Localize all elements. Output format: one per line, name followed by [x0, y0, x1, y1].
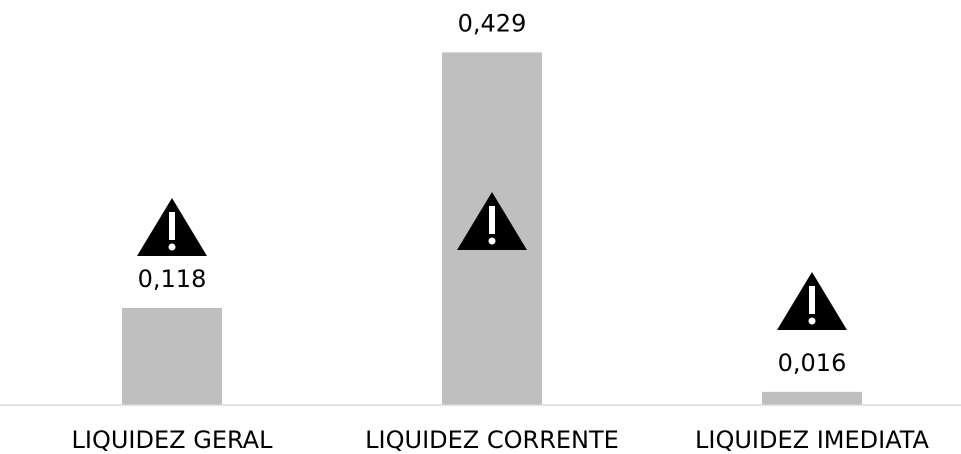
bar: [122, 308, 222, 405]
x-tick-label: LIQUIDEZ CORRENTE: [365, 426, 619, 454]
warning-icon: [777, 272, 847, 330]
warning-icon: [137, 198, 207, 256]
value-label: 0,118: [138, 265, 207, 293]
warning-icon: [457, 192, 527, 250]
value-label: 0,429: [458, 9, 527, 37]
value-label: 0,016: [778, 349, 847, 377]
x-tick-label: LIQUIDEZ GERAL: [72, 426, 274, 454]
bar: [762, 391, 862, 405]
x-tick-label: LIQUIDEZ IMEDIATA: [695, 426, 930, 454]
